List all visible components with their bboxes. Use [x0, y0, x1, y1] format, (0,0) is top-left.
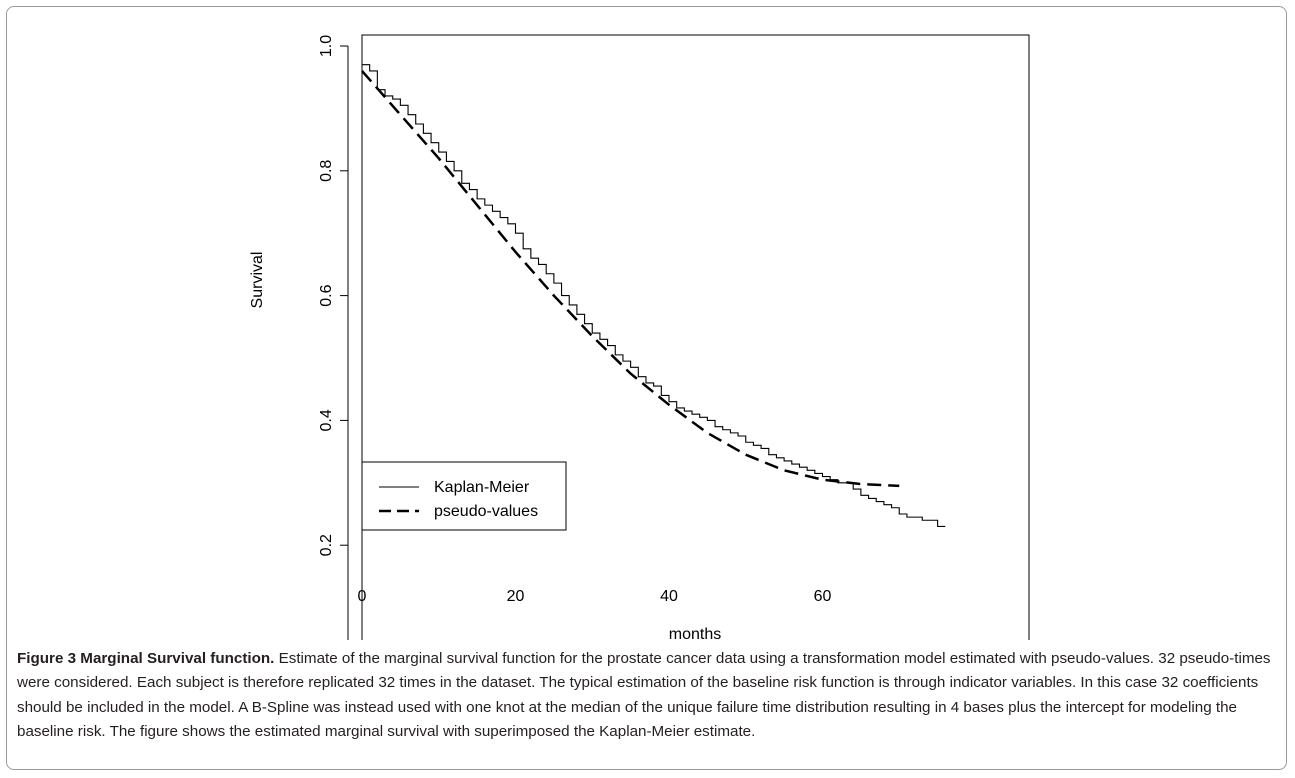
x-tick-label: 20 [507, 588, 525, 605]
series-kaplan-meier [362, 64, 946, 528]
y-tick-label: 0.6 [318, 284, 335, 306]
legend-box [361, 461, 567, 531]
series-layer [361, 64, 946, 528]
legend-label-pseudo-values: pseudo-values [434, 503, 538, 520]
figure-caption: Figure 3 Marginal Survival function. Est… [17, 647, 1279, 745]
y-axis-title: Survival [249, 252, 266, 309]
y-tick-label: 0.2 [318, 534, 335, 556]
figure-frame [6, 6, 1287, 770]
y-tick-label: 0.4 [318, 409, 335, 431]
x-tick-label: 0 [358, 588, 367, 605]
legend: Kaplan-Meier pseudo-values [361, 461, 567, 531]
y-tick-label: 1.0 [318, 35, 335, 57]
x-axis: 0 20 40 60 [358, 588, 832, 605]
series-pseudo-values [361, 70, 900, 488]
y-tick-label: 0.8 [318, 160, 335, 182]
y-axis: 0.00.20.40.60.81.0 [318, 35, 349, 640]
legend-label-kaplan-meier: Kaplan-Meier [434, 479, 530, 496]
caption-lead: Figure 3 Marginal Survival function. [17, 650, 275, 667]
x-tick-label: 60 [814, 588, 832, 605]
x-tick-label: 40 [660, 588, 678, 605]
plot-area-border [361, 34, 1030, 640]
caption-text: Estimate of the marginal survival functi… [17, 650, 1271, 741]
x-axis-title: months [669, 626, 721, 640]
